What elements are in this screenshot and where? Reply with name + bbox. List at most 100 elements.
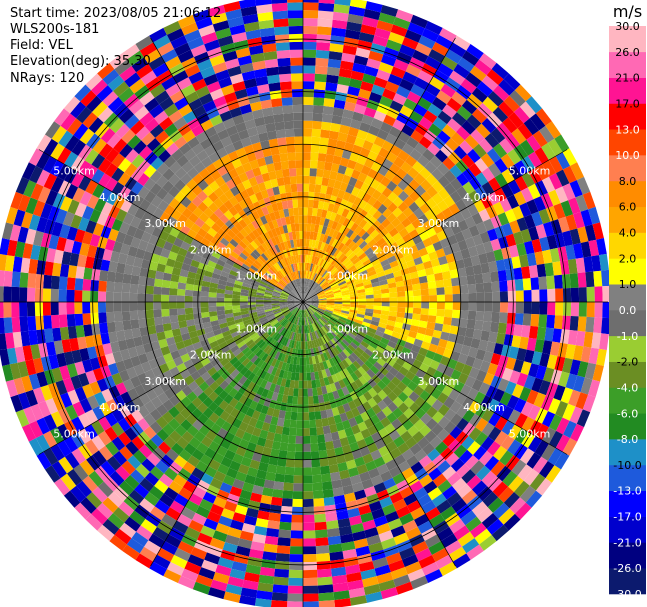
velocity-gate — [181, 161, 194, 173]
colorbar-tick-label: -17.0 — [613, 511, 641, 524]
velocity-gate — [508, 112, 524, 129]
velocity-gate — [326, 520, 339, 530]
velocity-gate — [449, 400, 462, 414]
velocity-gate — [409, 148, 423, 161]
velocity-gate — [331, 314, 339, 320]
velocity-gate — [342, 226, 351, 236]
velocity-gate — [280, 318, 288, 326]
velocity-gate — [298, 207, 303, 216]
velocity-gate — [526, 199, 539, 215]
velocity-gate — [259, 370, 268, 380]
velocity-gate — [82, 231, 93, 245]
velocity-gate — [153, 34, 171, 50]
velocity-gate — [503, 492, 520, 509]
velocity-gate — [442, 245, 453, 256]
velocity-gate — [355, 47, 371, 59]
velocity-gate — [306, 278, 310, 287]
velocity-gate — [192, 581, 211, 595]
velocity-gate — [288, 160, 296, 169]
velocity-gate — [304, 309, 307, 318]
velocity-gate — [285, 216, 291, 225]
velocity-gate — [470, 338, 481, 349]
velocity-gate — [264, 439, 274, 449]
velocity-gate — [379, 228, 389, 238]
velocity-gate — [191, 408, 203, 420]
velocity-gate — [467, 310, 477, 321]
velocity-gate — [284, 363, 290, 372]
velocity-gate — [418, 347, 429, 357]
colorbar-segment — [609, 77, 646, 104]
velocity-gate — [490, 321, 500, 333]
velocity-gate — [174, 167, 187, 180]
colorbar-segment — [609, 413, 646, 440]
velocity-gate — [268, 338, 276, 347]
velocity-gate — [210, 320, 220, 327]
velocity-gate — [314, 265, 319, 274]
velocity-gate — [412, 161, 425, 173]
velocity-gate — [133, 336, 143, 347]
velocity-gate — [398, 402, 409, 414]
velocity-gate — [228, 323, 237, 331]
velocity-gate — [217, 241, 227, 251]
velocity-gate — [231, 32, 248, 43]
velocity-gate — [300, 262, 303, 271]
velocity-gate — [418, 320, 428, 329]
velocity-gate — [267, 356, 275, 366]
velocity-gate — [181, 332, 191, 341]
velocity-gate — [315, 537, 329, 547]
velocity-gate — [117, 253, 128, 265]
velocity-gate — [25, 228, 37, 245]
velocity-gate — [250, 251, 259, 260]
velocity-gate — [350, 474, 362, 485]
velocity-gate — [281, 291, 289, 296]
velocity-gate — [483, 241, 494, 253]
velocity-gate — [156, 428, 170, 442]
velocity-gate — [499, 291, 509, 302]
velocity-gate — [307, 332, 312, 341]
velocity-gate — [336, 510, 349, 521]
velocity-gate — [460, 78, 477, 94]
velocity-gate — [326, 66, 340, 77]
velocity-gate — [413, 103, 428, 117]
velocity-gate — [91, 168, 105, 184]
velocity-gate — [274, 368, 282, 377]
velocity-gate — [424, 534, 441, 548]
velocity-gate — [447, 118, 462, 132]
velocity-gate — [214, 416, 226, 428]
velocity-gate — [397, 307, 406, 313]
velocity-gate — [243, 397, 253, 408]
velocity-gate — [50, 444, 65, 461]
velocity-gate — [459, 284, 469, 294]
velocity-gate — [325, 306, 334, 311]
velocity-gate — [316, 386, 323, 396]
velocity-gate — [299, 286, 302, 295]
velocity-gate — [457, 219, 469, 232]
velocity-gate — [313, 256, 318, 265]
velocity-gate — [343, 142, 355, 152]
velocity-gate — [318, 600, 336, 607]
velocity-gate — [166, 562, 185, 576]
velocity-gate — [331, 238, 339, 248]
velocity-gate — [386, 381, 397, 392]
velocity-gate — [225, 337, 235, 346]
velocity-gate — [349, 441, 360, 452]
velocity-gate — [303, 302, 311, 304]
velocity-gate — [442, 485, 457, 500]
velocity-gate — [514, 84, 532, 102]
velocity-gate — [408, 330, 418, 339]
velocity-gate — [308, 396, 314, 405]
velocity-gate — [335, 91, 348, 102]
velocity-gate — [318, 318, 326, 326]
velocity-gate — [223, 91, 238, 104]
velocity-gate — [92, 257, 103, 270]
velocity-gate — [501, 183, 514, 199]
velocity-gate — [271, 304, 280, 307]
velocity-gate — [198, 212, 210, 223]
velocity-gate — [306, 270, 310, 279]
velocity-gate — [305, 309, 309, 317]
velocity-gate — [82, 290, 91, 302]
velocity-gate — [398, 227, 409, 238]
velocity-gate — [257, 412, 267, 422]
velocity-gate — [149, 561, 167, 577]
velocity-gate — [174, 179, 186, 192]
